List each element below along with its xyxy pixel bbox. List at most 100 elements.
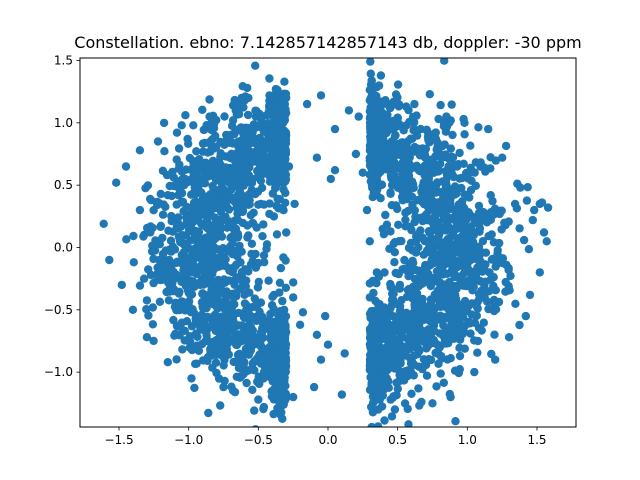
scatter-point xyxy=(267,387,276,396)
scatter-point xyxy=(182,217,191,226)
scatter-point xyxy=(516,183,525,192)
scatter-point xyxy=(365,385,375,395)
scatter-point xyxy=(289,392,298,402)
scatter-point xyxy=(186,260,196,269)
scatter-point xyxy=(312,153,322,162)
scatter-point xyxy=(434,258,444,267)
scatter-point xyxy=(139,274,149,283)
scatter-point xyxy=(457,313,466,322)
scatter-point xyxy=(142,305,151,314)
scatter-point xyxy=(235,333,245,342)
scatter-point xyxy=(419,189,428,198)
scatter-point xyxy=(259,356,268,366)
scatter-point xyxy=(135,146,145,155)
scatter-point xyxy=(413,327,422,336)
scatter-point xyxy=(182,268,191,277)
scatter-point xyxy=(264,276,273,285)
scatter-point xyxy=(460,296,470,306)
scatter-point xyxy=(189,235,198,244)
scatter-point xyxy=(160,147,169,156)
scatter-point xyxy=(424,276,433,285)
scatter-point xyxy=(463,174,473,183)
scatter-point xyxy=(542,237,551,246)
scatter-point xyxy=(281,155,290,164)
scatter-point xyxy=(284,162,294,171)
scatter-point xyxy=(302,99,312,109)
scatter-point xyxy=(158,210,168,219)
scatter-point xyxy=(216,149,225,158)
scatter-point xyxy=(368,178,377,187)
scatter-point xyxy=(414,166,424,175)
scatter-point xyxy=(382,329,391,339)
scatter-point xyxy=(278,296,287,306)
scatter-point xyxy=(149,278,158,288)
scatter-point xyxy=(259,373,269,382)
scatter-point xyxy=(469,270,478,279)
scatter-point xyxy=(171,258,180,268)
scatter-point xyxy=(242,164,251,173)
scatter-point xyxy=(404,206,413,216)
scatter-point xyxy=(434,203,444,212)
scatter-point xyxy=(437,142,447,151)
scatter-point xyxy=(261,137,270,146)
scatter-point xyxy=(203,273,212,282)
scatter-point xyxy=(163,191,172,200)
scatter-point xyxy=(237,190,246,199)
scatter-point xyxy=(543,203,553,212)
scatter-point xyxy=(268,367,277,377)
scatter-point xyxy=(159,118,169,128)
scatter-point xyxy=(511,299,520,308)
scatter-point xyxy=(243,110,253,120)
scatter-point xyxy=(409,126,418,135)
scatter-point xyxy=(422,371,432,380)
scatter-point xyxy=(365,293,374,302)
scatter-point xyxy=(528,215,537,225)
scatter-point xyxy=(199,280,208,289)
scatter-point xyxy=(446,392,455,402)
scatter-point xyxy=(367,131,376,140)
scatter-point xyxy=(487,230,496,239)
scatter-point xyxy=(212,162,222,172)
scatter-point xyxy=(450,182,460,191)
scatter-point xyxy=(231,275,240,285)
scatter-point xyxy=(220,278,230,287)
scatter-point xyxy=(295,320,305,329)
scatter-point xyxy=(181,306,190,315)
scatter-point xyxy=(373,422,383,427)
scatter-point xyxy=(198,289,207,298)
scatter-point xyxy=(439,280,449,289)
scatter-point xyxy=(200,179,210,188)
scatter-point xyxy=(156,222,165,232)
x-tick-label: 1.5 xyxy=(527,433,546,447)
scatter-point xyxy=(218,214,227,223)
scatter-point xyxy=(428,214,437,224)
scatter-point xyxy=(251,300,261,310)
scatter-point xyxy=(470,336,479,345)
scatter-point xyxy=(225,247,234,256)
scatter-point xyxy=(208,181,217,191)
scatter-point xyxy=(406,327,416,336)
scatter-point xyxy=(158,249,168,259)
scatter-point xyxy=(466,282,475,291)
scatter-point xyxy=(390,258,399,267)
scatter-point xyxy=(198,339,207,349)
scatter-point xyxy=(191,197,200,206)
y-tick-label: −1.0 xyxy=(44,365,73,379)
scatter-point xyxy=(436,369,445,378)
scatter-point xyxy=(404,284,414,294)
scatter-point xyxy=(248,127,257,136)
scatter-point xyxy=(447,100,456,109)
scatter-point xyxy=(228,238,237,248)
scatter-point xyxy=(184,225,194,235)
scatter-point xyxy=(140,230,149,239)
scatter-point xyxy=(202,331,211,340)
scatter-point xyxy=(191,359,200,369)
scatter-point xyxy=(442,112,451,121)
scatter-point xyxy=(99,219,108,228)
scatter-point xyxy=(379,230,389,239)
scatter-point xyxy=(148,320,158,329)
scatter-point xyxy=(216,401,225,410)
scatter-point xyxy=(238,207,247,217)
scatter-point xyxy=(501,287,510,296)
scatter-point xyxy=(471,181,480,190)
